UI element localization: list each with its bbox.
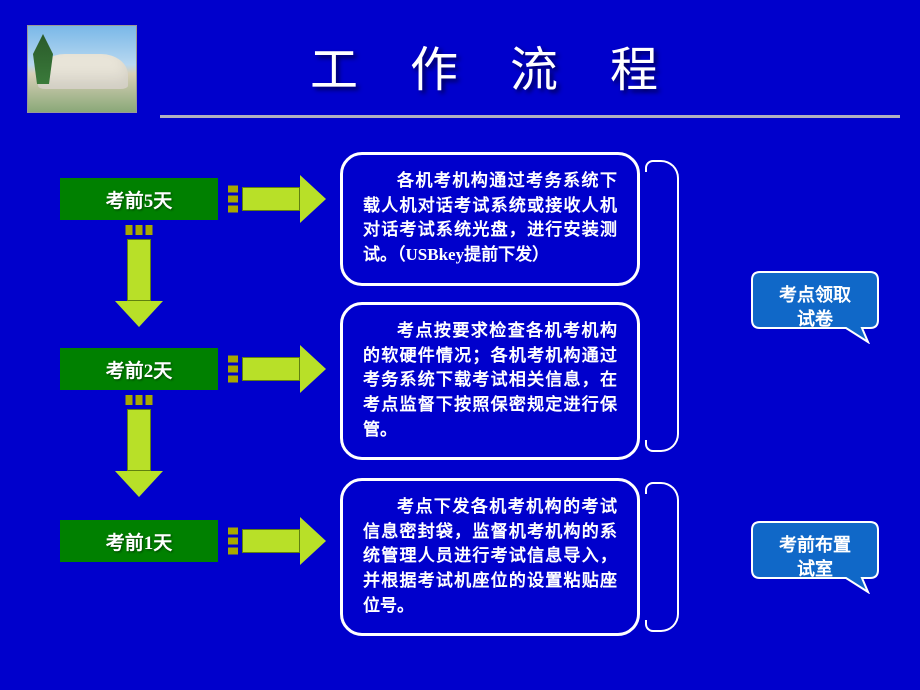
description-box-0: 各机考机构通过考务系统下载人机对话考试系统或接收人机对话考试系统光盘，进行安装测… — [340, 152, 640, 286]
bracket-1 — [655, 482, 679, 632]
page-title: 工 作 流 程 — [310, 30, 678, 100]
stage-box-1: 考前2天 — [60, 348, 218, 390]
ribbon-label: 考点领取试卷 — [779, 283, 851, 332]
bracket-0 — [655, 160, 679, 452]
logo-image — [27, 25, 137, 113]
stage-label: 考前1天 — [106, 528, 173, 555]
title-underline — [160, 115, 900, 118]
stage-label: 考前5天 — [106, 186, 173, 213]
description-box-2: 考点下发各机考机构的考试信息密封袋，监督机考机构的系统管理人员进行考试信息导入，… — [340, 478, 640, 636]
stage-label: 考前2天 — [106, 356, 173, 383]
ribbon-label: 考前布置试室 — [779, 533, 851, 582]
stage-box-2: 考前1天 — [60, 520, 218, 562]
stage-box-0: 考前5天 — [60, 178, 218, 220]
ribbon-1: 考前布置试室 — [750, 520, 880, 594]
description-box-1: 考点按要求检查各机考机构的软硬件情况；各机考机构通过考务系统下载考试相关信息，在… — [340, 302, 640, 460]
ribbon-0: 考点领取试卷 — [750, 270, 880, 344]
